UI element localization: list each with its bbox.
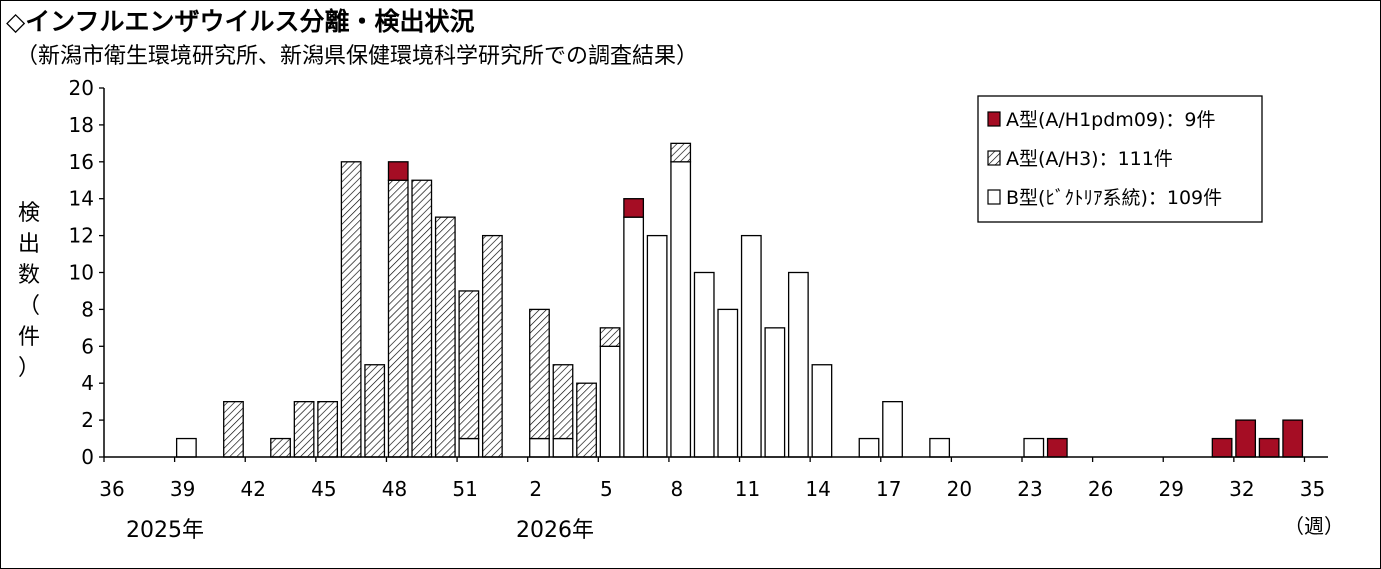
- x-tick-label: 2: [529, 477, 542, 501]
- bar-b-week-5: [599, 345, 621, 458]
- legend: A型(A/H1pdm09)：9件 A型(A/H3)：111件 B型(ﾋﾞｸﾄﾘｱ系統…: [977, 95, 1263, 223]
- y-tick-label: 14: [69, 187, 94, 211]
- x-tick-label: 23: [1017, 477, 1042, 501]
- bar-h3-week-2: [529, 308, 550, 440]
- bar-b-week-39: [175, 437, 197, 458]
- y-tick-label: 6: [81, 334, 94, 358]
- bar-h1-week-48: [387, 161, 409, 181]
- legend-swatch-h3: [987, 150, 1001, 166]
- bar-h3-week-4: [576, 382, 597, 458]
- y-axis-label-char: （: [17, 294, 40, 319]
- y-axis-label-char: ）: [17, 356, 40, 381]
- y-tick-label: 12: [69, 224, 94, 248]
- bar-b-week-2: [529, 437, 550, 458]
- bar-b-week-6: [623, 216, 645, 458]
- bar-h3-week-46: [340, 161, 362, 458]
- bar-b-week-8: [670, 161, 692, 458]
- y-axis-label-char: 検: [17, 201, 40, 226]
- bar-h1-week-33: [1258, 437, 1280, 458]
- y-tick-label: 20: [69, 76, 94, 100]
- bar-h1-week-6: [623, 198, 645, 218]
- bar-b-week-7: [646, 234, 668, 458]
- x-tick-label: 5: [600, 477, 613, 501]
- legend-label-h3: A型(A/H3)：111件: [1006, 148, 1173, 170]
- bar-h1-week-34: [1282, 419, 1304, 458]
- x-tick-label: 39: [170, 477, 195, 501]
- bar-b-week-16: [858, 437, 880, 458]
- year-label-2026: 2026年: [516, 518, 594, 543]
- bar-h3-week-44: [293, 400, 315, 458]
- bar-h3-week-50: [434, 216, 456, 458]
- chart-title: ◇インフルエンザウイルス分離・検出状況: [6, 7, 475, 36]
- x-tick-label: 14: [805, 477, 830, 501]
- legend-swatch-b: [987, 189, 1001, 205]
- bar-b-week-12: [764, 327, 786, 458]
- x-tick-label: 17: [876, 477, 901, 501]
- bar-h3-week-41: [223, 400, 244, 458]
- x-tick-label: 42: [241, 477, 266, 501]
- chart-subtitle: （新潟市衛生環境研究所、新潟県保健環境科学研究所での調査結果）: [16, 44, 699, 69]
- y-axis-label-char: 出: [17, 232, 40, 257]
- legend-label-b: B型(ﾋﾞｸﾄﾘｱ系統)：109件: [1006, 187, 1222, 209]
- bar-h3-week-52: [481, 234, 503, 458]
- bar-h3-week-3: [552, 364, 574, 440]
- bar-h1-week-32: [1235, 419, 1257, 458]
- bar-b-week-19: [929, 437, 951, 458]
- legend-box: [977, 95, 1263, 223]
- bar-b-week-11: [740, 234, 762, 458]
- bar-b-week-10: [717, 308, 739, 458]
- y-axis-label-char: 件: [17, 325, 40, 350]
- bar-h3-week-45: [317, 400, 339, 458]
- x-tick-label: 11: [735, 477, 760, 501]
- x-tick-label: 26: [1088, 477, 1113, 501]
- x-tick-label: 51: [452, 477, 477, 501]
- legend-label-h1: A型(A/H1pdm09)：9件: [1006, 109, 1216, 131]
- bar-b-week-9: [693, 271, 715, 458]
- bar-h1-week-24: [1046, 437, 1068, 458]
- x-tick-label: 45: [311, 477, 336, 501]
- bar-b-week-17: [882, 400, 903, 458]
- y-tick-label: 0: [81, 445, 94, 469]
- legend-swatch-h1: [987, 111, 1001, 127]
- y-axis-label: 検 出 数 （ 件 ）: [14, 198, 44, 384]
- year-label-2025: 2025年: [126, 518, 204, 543]
- bar-h1-week-31: [1211, 437, 1233, 458]
- x-tick-label: 35: [1300, 477, 1325, 501]
- x-tick-label: 36: [99, 477, 124, 501]
- x-tick-label: 32: [1229, 477, 1254, 501]
- bar-b-week-3: [552, 437, 574, 458]
- bar-b-week-13: [787, 271, 809, 458]
- bar-h3-week-48: [387, 179, 409, 458]
- y-axis-label-char: 数: [17, 263, 40, 288]
- bar-h3-week-49: [411, 179, 433, 458]
- y-tick-label: 10: [69, 261, 94, 285]
- x-tick-label: 8: [671, 477, 684, 501]
- x-tick-label: 29: [1159, 477, 1184, 501]
- y-tick-label: 8: [81, 297, 94, 321]
- bar-h3-week-51: [458, 290, 480, 440]
- bar-h3-week-8: [670, 142, 692, 163]
- y-tick-label: 18: [69, 113, 94, 137]
- y-tick-label: 4: [81, 371, 94, 395]
- bar-h3-week-47: [364, 364, 386, 458]
- x-tick-label: 20: [947, 477, 972, 501]
- axes-layer: 0 2 4 6 8 10 12 14 16 18 20 36 39 42 45 48 51 2 5 8 11 14 17 20…: [69, 76, 1328, 501]
- x-axis-unit-label: （週）: [1284, 514, 1344, 538]
- bar-h3-week-43: [270, 437, 291, 458]
- bar-b-week-51: [458, 437, 480, 458]
- bar-h3-week-5: [599, 327, 621, 347]
- y-tick-label: 2: [81, 408, 94, 432]
- x-tick-label: 48: [382, 477, 407, 501]
- y-tick-label: 16: [69, 150, 94, 174]
- bar-b-week-14: [811, 364, 833, 458]
- bar-b-week-23: [1023, 437, 1045, 458]
